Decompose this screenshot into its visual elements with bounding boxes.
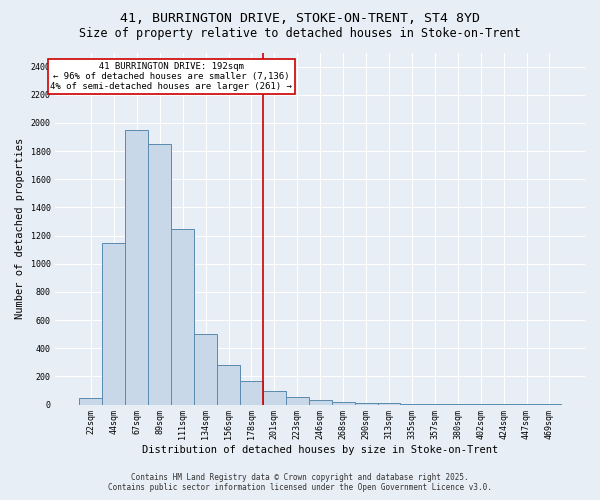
X-axis label: Distribution of detached houses by size in Stoke-on-Trent: Distribution of detached houses by size …: [142, 445, 499, 455]
Bar: [194, 334, 217, 404]
Text: 41 BURRINGTON DRIVE: 192sqm  
← 96% of detached houses are smaller (7,136)
4% of: 41 BURRINGTON DRIVE: 192sqm ← 96% of det…: [50, 62, 292, 92]
Bar: [125, 130, 148, 404]
Bar: [217, 365, 240, 405]
Bar: [355, 403, 377, 404]
Bar: [148, 144, 171, 405]
Bar: [240, 382, 263, 404]
Bar: [103, 242, 125, 404]
Y-axis label: Number of detached properties: Number of detached properties: [15, 138, 25, 319]
Text: Contains HM Land Registry data © Crown copyright and database right 2025.
Contai: Contains HM Land Registry data © Crown c…: [108, 473, 492, 492]
Bar: [79, 398, 103, 404]
Bar: [171, 228, 194, 404]
Text: Size of property relative to detached houses in Stoke-on-Trent: Size of property relative to detached ho…: [79, 28, 521, 40]
Text: 41, BURRINGTON DRIVE, STOKE-ON-TRENT, ST4 8YD: 41, BURRINGTON DRIVE, STOKE-ON-TRENT, ST…: [120, 12, 480, 26]
Bar: [286, 397, 309, 404]
Bar: [263, 390, 286, 404]
Bar: [309, 400, 332, 404]
Bar: [332, 402, 355, 404]
